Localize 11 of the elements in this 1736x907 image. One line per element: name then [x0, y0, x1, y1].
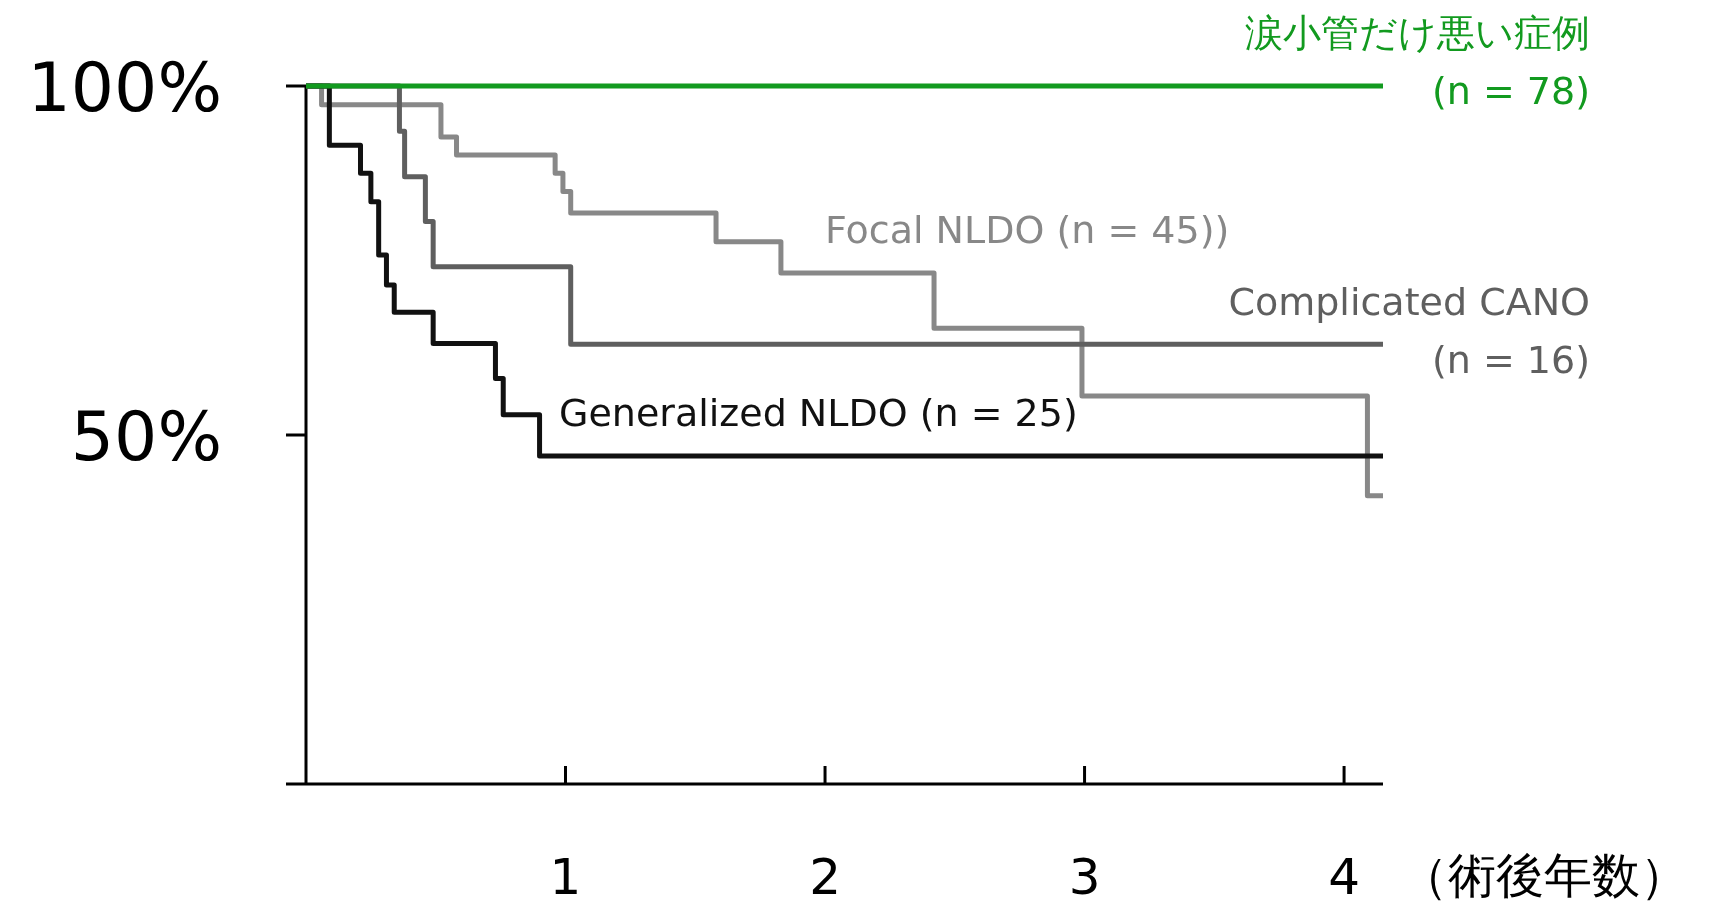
series-label: 涙小管だけ悪い症例 (n = 78)	[1245, 11, 1590, 113]
x-tick-label: 4	[1328, 848, 1360, 906]
y-tick-label: 100%	[27, 48, 222, 127]
x-tick-label: 3	[1068, 848, 1101, 906]
series-label: Generalized NLDO (n = 25)	[559, 391, 1078, 435]
x-tick-label: 2	[809, 848, 841, 906]
y-tick-label: 50%	[70, 397, 222, 476]
series-label: Focal NLDO (n = 45))	[825, 208, 1230, 252]
x-tick-label: 1	[549, 848, 582, 906]
x-axis-title: （術後年数）	[1400, 847, 1688, 903]
series-label: Complicated CANO (n = 16)	[1228, 280, 1590, 382]
